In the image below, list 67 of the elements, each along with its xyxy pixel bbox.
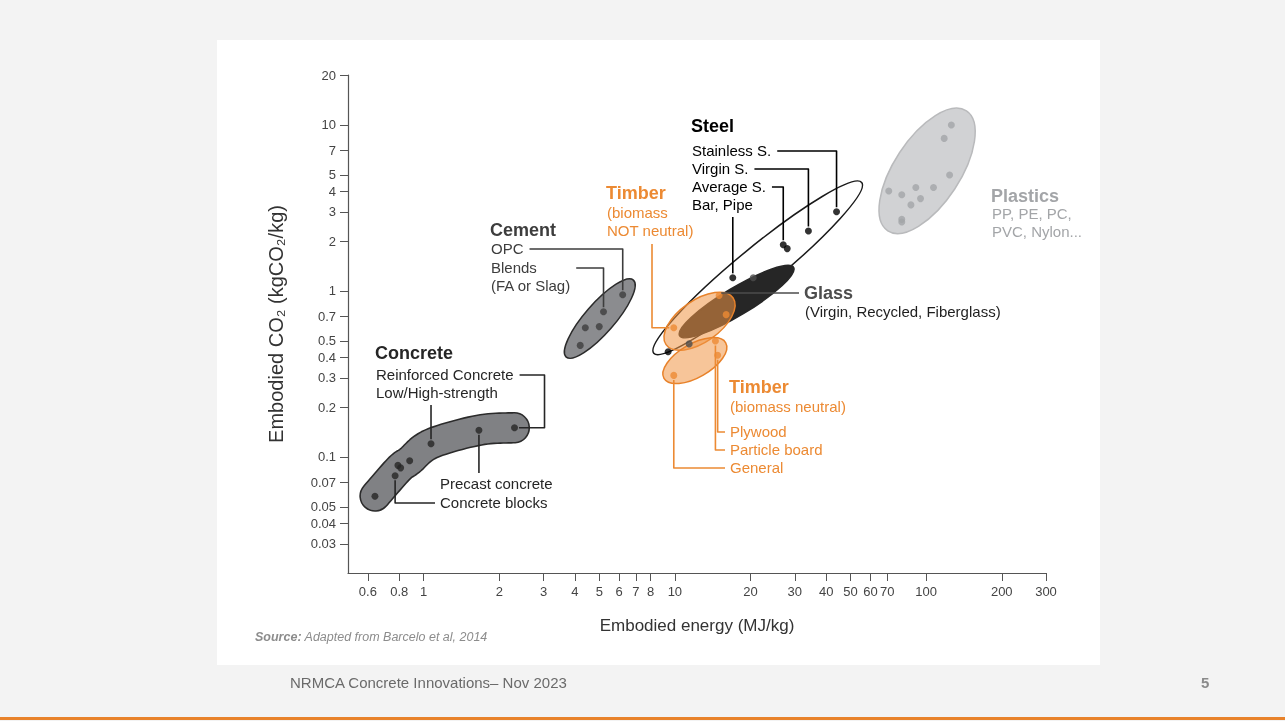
y-axis-title: Embodied CO₂ (kgCO₂/kg) bbox=[265, 205, 287, 443]
annotation: (biomass neutral) bbox=[730, 398, 846, 416]
annotation: Low/High-strength bbox=[376, 384, 498, 402]
x-tick-label: 10 bbox=[667, 584, 683, 599]
x-tick-label: 8 bbox=[646, 584, 655, 599]
x-tick-label: 0.8 bbox=[390, 584, 409, 599]
annotation: Stainless S. bbox=[692, 142, 772, 160]
annotation: Bar, Pipe bbox=[692, 196, 753, 214]
x-tick-label: 3 bbox=[539, 584, 548, 599]
x-tick-label: 7 bbox=[632, 584, 640, 599]
y-tick-label: 0.1 bbox=[317, 449, 336, 465]
text: Steel bbox=[691, 115, 735, 137]
annotation: Blends (FA or Slag) bbox=[491, 259, 571, 295]
x-tick-label: 40 bbox=[818, 584, 834, 599]
annotation: Virgin S. bbox=[692, 160, 749, 178]
series-label: Timber bbox=[729, 376, 789, 398]
annotation: Reinforced Concrete bbox=[376, 366, 514, 384]
y-tick-label: 0.03 bbox=[310, 536, 336, 552]
annotation: OPC bbox=[491, 240, 524, 258]
x-tick-label: 6 bbox=[615, 584, 623, 599]
y-tick-label: 0.4 bbox=[317, 349, 336, 365]
x-tick-label: 60 bbox=[863, 584, 878, 599]
annotation: (Virgin, Recycled, Fiberglass) bbox=[805, 303, 1001, 321]
y-tick-label: 20 bbox=[321, 67, 336, 83]
x-tick-label: 200 bbox=[990, 584, 1013, 599]
x-tick-label: 20 bbox=[743, 584, 758, 599]
annotation: General bbox=[730, 459, 784, 477]
annotation: Plywood bbox=[730, 423, 787, 441]
text: Timber bbox=[606, 182, 666, 204]
x-tick-label: 50 bbox=[843, 584, 858, 599]
y-tick-label: 1 bbox=[328, 283, 336, 299]
x-tick-label: 0.6 bbox=[358, 584, 377, 599]
y-tick-label: 7 bbox=[328, 143, 336, 159]
x-tick-label: 5 bbox=[595, 584, 603, 599]
x-tick-label: 4 bbox=[571, 584, 579, 599]
legend-label: Glass bbox=[804, 282, 854, 304]
annotation: PP, PE, PC, PVC, Nylon... bbox=[992, 205, 1084, 241]
text: 5 bbox=[1201, 674, 1210, 691]
x-tick-label: 2 bbox=[495, 584, 503, 599]
text: Plastics bbox=[991, 185, 1060, 207]
text: Cement bbox=[490, 219, 557, 241]
y-tick-label: 0.05 bbox=[310, 499, 336, 515]
annotation: Particle board bbox=[730, 441, 823, 459]
source-note: Source: Adapted from Barcelo et al, 2014 bbox=[255, 630, 488, 644]
x-tick-label: 1 bbox=[420, 584, 428, 599]
annotation: (biomass NOT neutral) bbox=[607, 204, 694, 239]
y-tick-label: 0.07 bbox=[310, 475, 336, 491]
y-tick-label: 10 bbox=[321, 117, 336, 133]
y-tick-label: 0.5 bbox=[317, 333, 336, 349]
y-tick-label: 0.7 bbox=[317, 309, 336, 325]
y-tick-label: 0.2 bbox=[317, 399, 336, 415]
x-tick-label: 100 bbox=[915, 584, 937, 599]
y-tick-label: 3 bbox=[328, 204, 336, 220]
y-tick-label: 4 bbox=[328, 183, 336, 199]
annotation: Average S. bbox=[692, 178, 766, 196]
x-tick-label: 70 bbox=[879, 584, 895, 599]
y-tick-label: 0.3 bbox=[317, 370, 336, 386]
y-tick-label: 2 bbox=[328, 233, 336, 249]
x-axis-title: Embodied energy (MJ/kg) bbox=[599, 616, 795, 635]
text: Concrete bbox=[375, 342, 454, 364]
x-tick-label: 30 bbox=[787, 584, 802, 599]
y-tick-label: 5 bbox=[328, 167, 336, 183]
annotation: Precast concrete bbox=[440, 475, 553, 493]
y-tick-label: 0.04 bbox=[310, 515, 336, 531]
x-tick-label: 300 bbox=[1035, 584, 1057, 599]
text: NRMCA Concrete Innovations– Nov 2023 bbox=[290, 674, 567, 691]
annotation: Concrete blocks bbox=[440, 494, 548, 512]
